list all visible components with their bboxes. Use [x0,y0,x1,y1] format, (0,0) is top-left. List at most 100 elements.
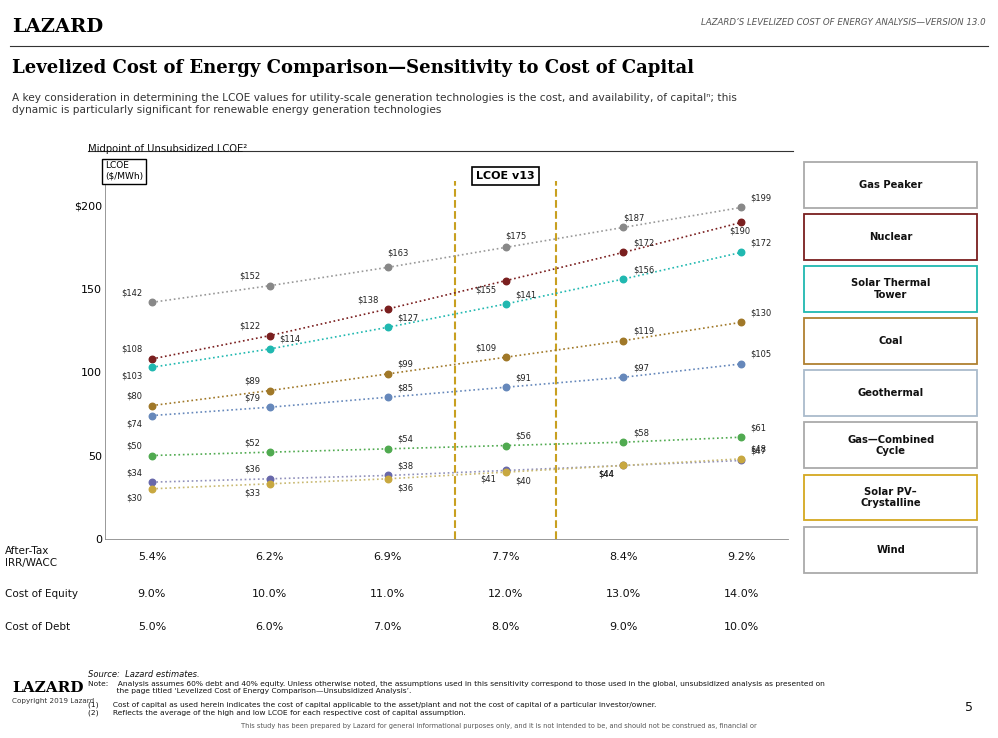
Text: $142: $142 [122,289,143,297]
Point [144,483,160,494]
Text: $109: $109 [475,343,496,352]
Point [616,460,632,472]
Text: 9.0%: 9.0% [138,589,166,599]
Text: 11.0%: 11.0% [370,589,405,599]
Text: $91: $91 [515,373,531,382]
Text: $54: $54 [397,435,413,444]
Text: $40: $40 [515,477,531,486]
Text: $79: $79 [245,393,260,402]
FancyBboxPatch shape [804,370,977,416]
Text: 6.0%: 6.0% [255,622,283,632]
Point [616,246,632,258]
Text: $47: $47 [750,446,766,455]
Text: 7.7%: 7.7% [491,552,520,562]
Text: $52: $52 [245,438,260,447]
Point [734,216,749,228]
Point [261,446,277,458]
Text: (2)      Reflects the average of the high and low LCOE for each respective cost : (2) Reflects the average of the high and… [88,710,466,717]
Text: Copyright 2019 Lazard: Copyright 2019 Lazard [12,698,94,704]
Text: $44: $44 [598,470,614,479]
Text: LCOE v13: LCOE v13 [476,170,535,181]
Point [498,466,514,478]
Text: Cost of Equity: Cost of Equity [5,589,78,599]
Text: 10.0%: 10.0% [252,589,287,599]
Point [498,298,514,310]
Text: $172: $172 [750,238,771,247]
Text: $33: $33 [245,488,260,497]
Text: $187: $187 [624,213,645,222]
Point [616,371,632,383]
Text: A key consideration in determining the LCOE values for utility-scale generation : A key consideration in determining the L… [12,93,737,114]
Text: $175: $175 [506,232,527,241]
Text: 14.0%: 14.0% [724,589,758,599]
Text: Geothermal: Geothermal [857,388,924,399]
Point [144,353,160,365]
Point [616,221,632,233]
Point [379,368,395,380]
Text: 8.0%: 8.0% [491,622,520,632]
Point [261,478,277,490]
Point [734,317,749,328]
Text: LAZARD’S LEVELIZED COST OF ENERGY ANALYSIS—VERSION 13.0: LAZARD’S LEVELIZED COST OF ENERGY ANALYS… [702,18,986,27]
Text: $130: $130 [750,308,771,317]
Point [734,358,749,370]
FancyBboxPatch shape [804,422,977,469]
Text: $190: $190 [730,227,750,235]
Point [379,303,395,315]
Text: $122: $122 [240,322,260,331]
Text: $99: $99 [397,360,413,369]
Point [734,455,749,466]
Point [734,246,749,258]
Point [379,469,395,481]
FancyBboxPatch shape [804,162,977,207]
Text: 12.0%: 12.0% [488,589,523,599]
Text: $74: $74 [127,420,143,429]
Point [616,460,632,472]
Text: $80: $80 [127,392,143,401]
Text: Wind: Wind [876,545,905,554]
Text: $141: $141 [515,290,536,299]
Text: This study has been prepared by Lazard for general informational purposes only, : This study has been prepared by Lazard f… [242,723,756,729]
FancyBboxPatch shape [804,475,977,520]
Text: $30: $30 [127,493,143,502]
Text: $58: $58 [633,428,649,437]
Text: 10.0%: 10.0% [724,622,758,632]
Text: Coal: Coal [878,336,903,346]
FancyBboxPatch shape [804,318,977,364]
Text: $97: $97 [633,363,649,372]
Point [498,351,514,363]
Point [261,401,277,413]
Text: Solar PV–
Crystalline: Solar PV– Crystalline [860,486,921,508]
Text: $199: $199 [750,193,771,202]
Text: Gas—Combined
Cycle: Gas—Combined Cycle [847,435,934,456]
Point [261,384,277,396]
Point [144,362,160,373]
FancyBboxPatch shape [804,214,977,260]
Point [734,431,749,443]
Text: $172: $172 [633,238,654,247]
Text: LAZARD: LAZARD [12,681,84,694]
FancyBboxPatch shape [804,527,977,573]
Text: $36: $36 [245,465,260,474]
Text: $103: $103 [122,372,143,381]
Text: $48: $48 [750,445,766,454]
Text: $105: $105 [750,350,771,359]
Text: Nuclear: Nuclear [869,232,912,242]
Text: $114: $114 [279,335,300,344]
Point [379,473,395,485]
Text: Levelized Cost of Energy Comparison—Sensitivity to Cost of Capital: Levelized Cost of Energy Comparison—Sens… [12,59,694,77]
Point [261,330,277,342]
Point [616,436,632,448]
Point [616,273,632,285]
Point [144,410,160,421]
Text: $152: $152 [240,272,260,280]
Text: $119: $119 [633,327,654,336]
Text: $85: $85 [397,383,413,392]
Text: $38: $38 [397,461,413,471]
Text: $156: $156 [633,265,654,274]
Text: After-Tax
IRR/WACC: After-Tax IRR/WACC [5,546,57,568]
Text: 9.0%: 9.0% [609,622,638,632]
Text: $36: $36 [397,483,413,492]
Text: $34: $34 [127,468,143,477]
Text: LAZARD: LAZARD [12,18,103,36]
